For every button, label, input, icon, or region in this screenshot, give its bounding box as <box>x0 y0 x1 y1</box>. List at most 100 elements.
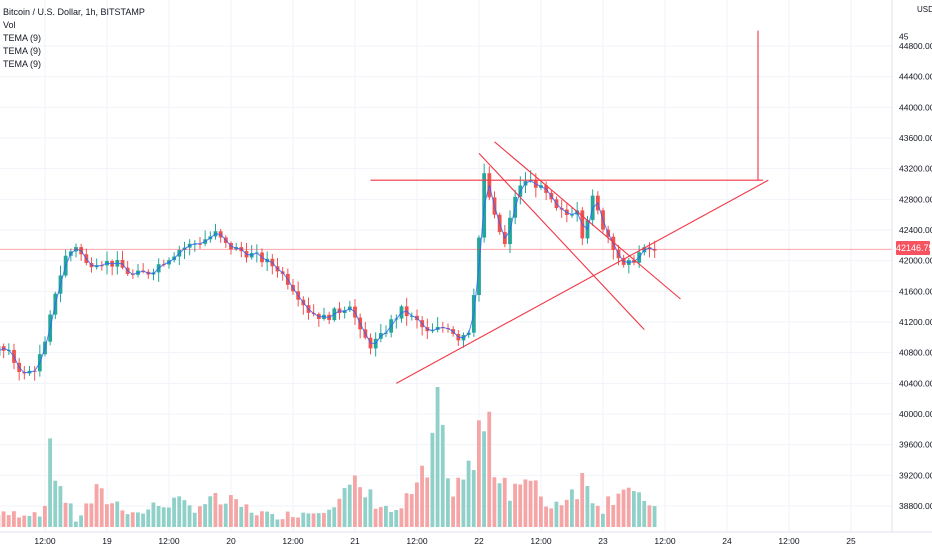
volume-bar <box>368 489 373 527</box>
time-tick-label: 19 <box>102 536 112 546</box>
time-tick-label: 12:00 <box>406 536 428 546</box>
legend-volume[interactable]: Vol <box>3 20 16 30</box>
volume-bar <box>275 519 280 527</box>
volume-bar <box>637 492 641 527</box>
volume-bar <box>265 511 269 527</box>
volume-bar <box>404 493 409 527</box>
legend-tema-1[interactable]: TEMA (9) <box>3 33 42 43</box>
price-tick-label: 42800.00 <box>899 194 932 204</box>
volume-bar <box>482 431 486 527</box>
volume-bar <box>523 479 528 527</box>
volume-bar <box>632 491 636 527</box>
time-tick-label: 23 <box>598 536 608 546</box>
channel-upper-line[interactable] <box>494 141 681 300</box>
volume-bar <box>513 483 517 527</box>
time-tick-label: 12:00 <box>34 536 56 546</box>
volume-bar <box>492 477 497 527</box>
volume-bar <box>239 507 244 527</box>
volume-bar <box>316 513 321 527</box>
last-price-label: 42146.75 <box>896 241 932 255</box>
symbol-title[interactable]: Bitcoin / U.S. Dollar, 1h, BITSTAMP <box>3 7 145 17</box>
volume-bar <box>68 503 73 527</box>
volume-bar <box>425 477 430 527</box>
price-tick-label: 44800.00 <box>899 41 932 51</box>
volume-bar <box>130 512 135 527</box>
volume-bar <box>554 501 559 527</box>
volume-bar <box>415 482 419 527</box>
volume-bar <box>363 497 368 527</box>
time-axis[interactable]: 12:00 19 12:00 20 12:00 21 12:00 22 12:00 23 12:00… <box>34 536 856 546</box>
volume-bar <box>595 505 600 527</box>
volume-bar <box>580 473 585 527</box>
trend-drawings[interactable] <box>370 30 769 384</box>
price-tick-label: 41600.00 <box>899 286 932 296</box>
volume-bar <box>311 513 316 527</box>
volume-bar <box>471 470 476 527</box>
volume-bar <box>518 484 523 527</box>
price-tick-label: 42400.00 <box>899 225 932 235</box>
price-axis[interactable]: 38800.00 39200.00 39600.00 40000.00 40400.00… <box>899 32 932 511</box>
volume-bar <box>539 496 543 527</box>
price-tick-label: 43600.00 <box>899 133 932 143</box>
price-tick-label: 42000.00 <box>899 256 932 266</box>
price-tick-label: 40800.00 <box>899 348 932 358</box>
volume-bar <box>32 512 37 527</box>
price-tick-label: 43200.00 <box>899 164 932 174</box>
volume-bar <box>182 500 187 527</box>
volume-bar <box>172 497 176 527</box>
chart-legend: Bitcoin / U.S. Dollar, 1h, BITSTAMP Vol … <box>3 6 145 71</box>
volume-bar <box>487 411 492 527</box>
volume-bar <box>322 513 326 527</box>
volume-bar <box>626 487 631 527</box>
volume-bar <box>409 494 414 527</box>
volume-bar <box>37 516 42 527</box>
volume-bar <box>528 480 533 527</box>
volume-bar <box>141 513 145 527</box>
volume-bar <box>508 500 512 527</box>
volume-bar <box>420 465 424 527</box>
volume-bar <box>79 515 83 527</box>
volume-bar <box>306 513 311 527</box>
volume-bar <box>337 498 342 527</box>
volume-bar <box>611 505 616 527</box>
volume-bar <box>456 477 461 527</box>
volume-bar <box>1 511 6 527</box>
volume-bar <box>575 499 579 527</box>
volume-bar <box>533 480 538 527</box>
volume-bar <box>451 496 455 527</box>
volume-bar <box>12 511 16 527</box>
time-tick-label: 12:00 <box>158 536 180 546</box>
volume-bar <box>203 504 207 527</box>
volume-bar <box>642 501 647 527</box>
volume-bar <box>249 512 254 527</box>
volume-bar <box>234 499 238 527</box>
channel-lower-line[interactable] <box>478 152 645 331</box>
volume-bar <box>399 508 404 527</box>
volume-bar <box>621 489 626 527</box>
volume-bar <box>466 460 471 527</box>
volume-bars <box>0 387 657 527</box>
volume-bar <box>105 504 109 527</box>
volume-bar <box>358 487 362 527</box>
volume-bar <box>564 499 569 527</box>
volume-bar <box>585 485 590 527</box>
volume-bar <box>22 515 27 527</box>
volume-bar <box>332 507 337 527</box>
volume-bar <box>616 493 621 527</box>
volume-bar <box>48 438 52 527</box>
time-tick-label: 25 <box>846 536 856 546</box>
price-tick-label: 39600.00 <box>899 440 932 450</box>
legend-tema-2[interactable]: TEMA (9) <box>3 46 42 56</box>
ascending-support-line[interactable] <box>396 179 769 384</box>
price-tick-label: 45 <box>899 32 909 42</box>
legend-tema-3[interactable]: TEMA (9) <box>3 59 42 69</box>
volume-bar <box>647 505 652 527</box>
volume-bar <box>502 477 507 527</box>
volume-bar <box>99 488 104 527</box>
time-tick-label: 20 <box>226 536 236 546</box>
volume-bar <box>6 515 11 527</box>
volume-bar <box>559 505 564 527</box>
currency-label[interactable]: USD <box>916 5 932 14</box>
volume-bar <box>167 507 171 527</box>
